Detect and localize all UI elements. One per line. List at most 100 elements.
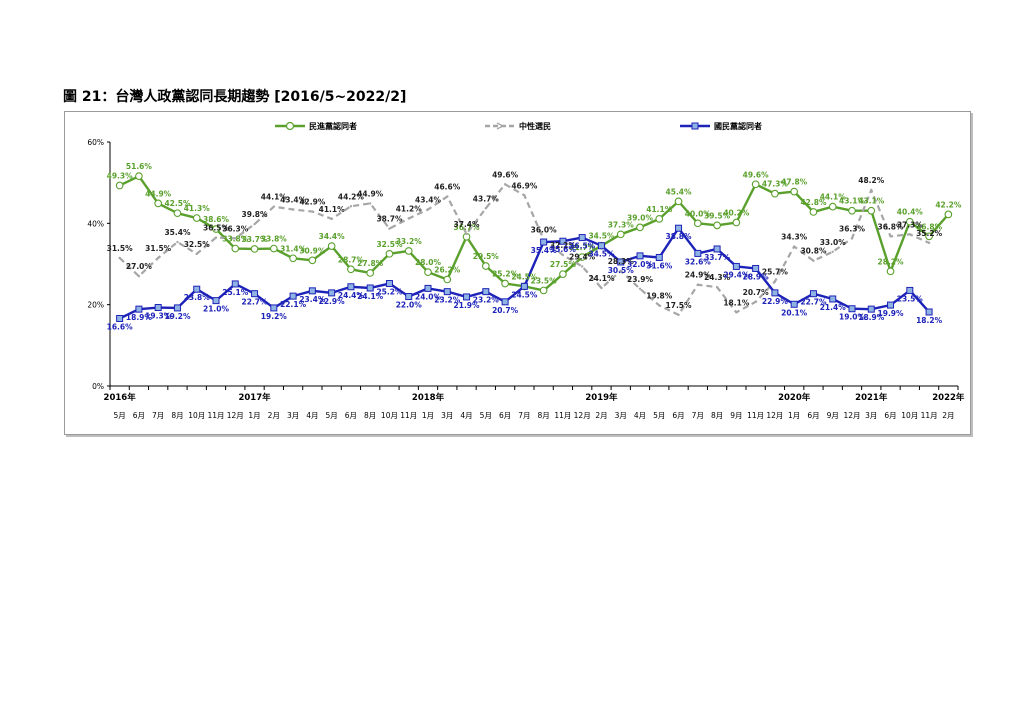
data-label-neutral: 44.9% xyxy=(357,189,384,198)
data-label-dpp: 33.8% xyxy=(261,235,288,244)
x-month-label: 9月 xyxy=(730,411,742,420)
data-point-neutral xyxy=(561,253,565,257)
chart-data-labels: 49.3%51.6%44.9%42.5%41.3%38.6%33.8%33.7%… xyxy=(107,162,962,331)
data-label-kmt: 21.9% xyxy=(454,301,481,310)
x-month-label: 6月 xyxy=(884,411,896,420)
data-point-neutral xyxy=(658,304,661,307)
data-label-dpp: 28.7% xyxy=(338,255,365,264)
y-tick-label: 0% xyxy=(92,382,104,391)
data-point-neutral xyxy=(176,240,179,244)
data-point-kmt xyxy=(251,290,259,298)
data-point-kmt xyxy=(289,292,297,300)
data-point-neutral xyxy=(580,265,584,268)
x-month-label: 2月 xyxy=(942,411,954,420)
data-label-dpp: 31.7% xyxy=(569,243,596,252)
data-label-kmt: 22.1% xyxy=(280,300,307,309)
data-point-dpp xyxy=(616,230,625,239)
x-month-label: 6月 xyxy=(499,411,511,420)
data-label-kmt: 22.0% xyxy=(396,301,423,310)
data-label-kmt: 35.6% xyxy=(550,245,577,254)
x-month-label: 3月 xyxy=(865,411,877,420)
data-point-neutral xyxy=(214,236,218,239)
x-month-label: 2月 xyxy=(268,411,280,420)
data-label-dpp: 37.3% xyxy=(608,220,635,229)
data-point-neutral xyxy=(484,207,488,210)
data-label-dpp: 40.4% xyxy=(897,208,924,217)
data-label-neutral: 33.0% xyxy=(820,238,847,247)
data-point-kmt xyxy=(405,293,413,301)
data-point-neutral xyxy=(754,300,757,304)
x-month-label: 10月 xyxy=(901,411,918,420)
chart-frame: 0% 20% 40% 60% 5月 6月 7月 8月 10月 11月 12月 1月 2月 3月 4月 5月 6月… xyxy=(64,111,971,435)
data-point-kmt xyxy=(154,304,162,312)
data-label-neutral: 46.9% xyxy=(511,181,538,190)
data-label-neutral: 19.8% xyxy=(646,291,673,300)
data-label-dpp: 34.5% xyxy=(588,232,615,241)
x-year-label: 2018年 xyxy=(412,392,445,403)
data-label-kmt: 25.2% xyxy=(376,288,403,297)
data-point-kmt xyxy=(906,286,914,294)
data-point-kmt xyxy=(771,289,779,297)
data-point-neutral xyxy=(407,217,410,220)
data-label-kmt: 20.7% xyxy=(492,306,519,315)
data-label-dpp: 25.2% xyxy=(492,270,519,279)
x-month-label: 6月 xyxy=(345,411,357,420)
chart-lines xyxy=(115,172,953,322)
legend-marker xyxy=(691,122,699,130)
data-label-dpp: 24.5% xyxy=(511,272,538,281)
data-point-kmt xyxy=(193,285,201,293)
x-month-label: 7月 xyxy=(692,411,704,420)
data-point-kmt xyxy=(752,264,760,272)
data-point-neutral xyxy=(715,285,719,289)
x-month-label: 12月 xyxy=(766,411,783,420)
data-point-neutral xyxy=(619,269,622,273)
data-point-neutral xyxy=(330,217,333,221)
data-point-neutral xyxy=(388,227,391,230)
data-point-neutral xyxy=(118,256,121,260)
data-point-kmt xyxy=(270,304,278,312)
x-month-label: 8月 xyxy=(171,411,183,420)
x-year-label: 2020年 xyxy=(778,392,811,403)
x-month-label: 11月 xyxy=(747,411,764,420)
data-point-dpp xyxy=(192,214,201,222)
data-point-neutral xyxy=(311,210,314,213)
data-label-kmt: 31.6% xyxy=(646,261,673,270)
data-label-dpp: 36.8% xyxy=(916,222,943,231)
legend-label: 國民黨認同者 xyxy=(714,121,762,131)
data-point-neutral xyxy=(600,286,603,290)
data-label-kmt: 23.8% xyxy=(184,293,211,302)
data-label-neutral: 36.0% xyxy=(531,226,558,235)
data-point-dpp xyxy=(154,199,163,208)
x-month-label: 12月 xyxy=(574,411,591,420)
data-label-kmt: 19.9% xyxy=(878,309,905,318)
data-label-neutral: 32.2% xyxy=(550,241,577,250)
data-point-dpp xyxy=(925,232,933,241)
data-point-dpp xyxy=(655,215,664,223)
data-label-dpp: 34.4% xyxy=(319,232,346,241)
chart-legend: 民進黨認同者 中性選民 國民黨認同者 xyxy=(275,121,762,131)
data-label-dpp: 40.2% xyxy=(723,209,750,218)
data-point-dpp xyxy=(751,180,760,189)
x-year-label: 2016年 xyxy=(104,392,137,403)
data-point-kmt xyxy=(867,305,875,313)
data-point-dpp xyxy=(732,218,741,227)
data-label-dpp: 23.5% xyxy=(531,276,558,285)
data-point-kmt xyxy=(887,301,895,309)
x-month-label: 7月 xyxy=(152,411,164,420)
data-label-kmt: 20.1% xyxy=(781,308,808,317)
data-point-kmt xyxy=(636,252,644,260)
data-label-kmt: 23.2% xyxy=(473,296,500,305)
data-label-kmt: 24.1% xyxy=(357,292,384,301)
data-point-kmt xyxy=(655,253,663,261)
data-label-dpp: 41.1% xyxy=(646,205,673,214)
data-point-kmt xyxy=(385,280,393,288)
data-label-kmt: 24.0% xyxy=(415,292,442,301)
data-label-kmt: 33.7% xyxy=(704,253,731,262)
data-point-neutral xyxy=(638,287,642,291)
data-point-kmt xyxy=(173,304,181,312)
data-point-kmt xyxy=(848,305,856,313)
data-point-kmt xyxy=(809,290,817,298)
data-point-neutral xyxy=(426,208,430,211)
data-label-neutral: 37.4% xyxy=(454,220,481,229)
x-month-label: 6月 xyxy=(672,411,684,420)
